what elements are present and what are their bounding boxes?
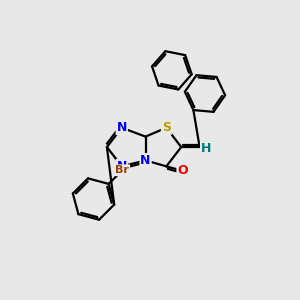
Text: O: O: [177, 164, 188, 177]
Text: N: N: [117, 121, 127, 134]
Text: N: N: [117, 160, 127, 173]
Text: S: S: [162, 121, 171, 134]
Text: Br: Br: [116, 165, 129, 175]
Text: H: H: [201, 142, 211, 155]
Text: N: N: [140, 154, 151, 167]
